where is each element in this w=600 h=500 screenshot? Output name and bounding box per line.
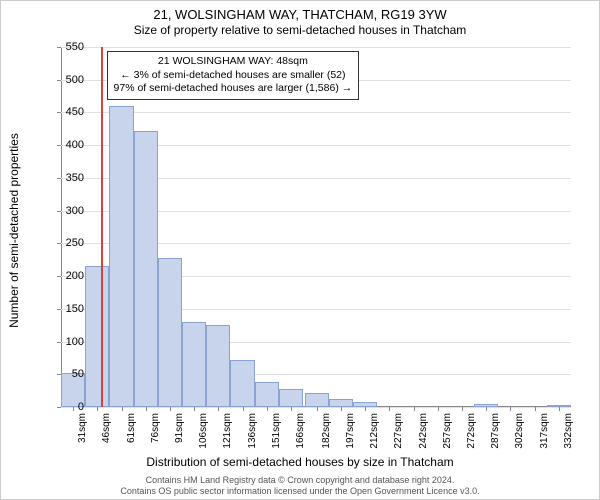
x-tick-label: 287sqm [490, 413, 501, 449]
x-tick-label: 121sqm [222, 413, 233, 449]
x-tick-label: 91sqm [174, 413, 185, 443]
x-tick [97, 407, 98, 411]
x-tick-label: 227sqm [393, 413, 404, 449]
x-tick-label: 46sqm [101, 413, 112, 443]
histogram-bar [230, 360, 254, 407]
info-box-line: 97% of semi-detached houses are larger (… [114, 82, 353, 96]
y-axis-title: Number of semi-detached properties [7, 133, 21, 328]
y-axis-line [61, 47, 62, 407]
x-tick [462, 407, 463, 411]
gridline [61, 112, 571, 113]
histogram-bar [329, 399, 353, 407]
x-axis-title: Distribution of semi-detached houses by … [1, 455, 599, 469]
y-tick-label: 100 [44, 336, 84, 348]
histogram-bar [134, 131, 158, 407]
chart-subtitle: Size of property relative to semi-detach… [1, 23, 599, 37]
marker-line [101, 47, 103, 407]
info-box-line: 21 WOLSINGHAM WAY: 48sqm [114, 55, 353, 69]
x-tick [170, 407, 171, 411]
x-tick [317, 407, 318, 411]
x-tick [291, 407, 292, 411]
x-tick-label: 317sqm [539, 413, 550, 449]
x-tick [267, 407, 268, 411]
histogram-bar [158, 258, 182, 407]
x-tick [218, 407, 219, 411]
x-tick [559, 407, 560, 411]
x-tick [194, 407, 195, 411]
histogram-bar [255, 382, 279, 407]
x-tick-label: 332sqm [563, 413, 574, 449]
x-tick-label: 136sqm [247, 413, 258, 449]
info-box-line: ← 3% of semi-detached houses are smaller… [114, 69, 353, 83]
x-tick-label: 272sqm [466, 413, 477, 449]
y-tick-label: 400 [44, 139, 84, 151]
y-tick-label: 200 [44, 270, 84, 282]
x-tick-label: 197sqm [345, 413, 356, 449]
histogram-bar [305, 393, 329, 407]
x-tick [389, 407, 390, 411]
x-tick-label: 31sqm [77, 413, 88, 443]
x-tick [365, 407, 366, 411]
footer: Contains HM Land Registry data © Crown c… [1, 475, 599, 497]
chart-title: 21, WOLSINGHAM WAY, THATCHAM, RG19 3YW [1, 7, 599, 22]
x-tick-label: 242sqm [418, 413, 429, 449]
gridline [61, 47, 571, 48]
x-tick-label: 106sqm [198, 413, 209, 449]
x-tick-label: 257sqm [442, 413, 453, 449]
x-tick-label: 61sqm [126, 413, 137, 443]
x-tick [243, 407, 244, 411]
y-tick-label: 550 [44, 41, 84, 53]
x-tick-label: 76sqm [150, 413, 161, 443]
y-tick-label: 150 [44, 303, 84, 315]
histogram-bar [109, 106, 133, 407]
x-tick [341, 407, 342, 411]
histogram-bar [182, 322, 206, 407]
info-box: 21 WOLSINGHAM WAY: 48sqm← 3% of semi-det… [107, 51, 360, 100]
histogram-bar [279, 389, 303, 407]
x-tick-label: 302sqm [514, 413, 525, 449]
y-tick-label: 300 [44, 205, 84, 217]
x-tick [146, 407, 147, 411]
y-tick-label: 250 [44, 237, 84, 249]
plot-area [61, 47, 571, 407]
footer-line1: Contains HM Land Registry data © Crown c… [1, 475, 599, 486]
x-tick [535, 407, 536, 411]
x-tick-label: 182sqm [321, 413, 332, 449]
y-tick-label: 450 [44, 106, 84, 118]
x-tick [122, 407, 123, 411]
x-tick [414, 407, 415, 411]
x-tick-label: 151sqm [271, 413, 282, 449]
histogram-bar [85, 266, 109, 407]
y-tick-label: 50 [44, 368, 84, 380]
x-tick [438, 407, 439, 411]
x-tick [486, 407, 487, 411]
x-tick [510, 407, 511, 411]
y-tick-label: 350 [44, 172, 84, 184]
histogram-bar [206, 325, 230, 407]
y-tick-label: 0 [44, 401, 84, 413]
x-tick-label: 212sqm [369, 413, 380, 449]
footer-line2: Contains OS public sector information li… [1, 486, 599, 497]
chart-container: 21, WOLSINGHAM WAY, THATCHAM, RG19 3YW S… [0, 0, 600, 500]
x-tick-label: 166sqm [295, 413, 306, 449]
y-tick-label: 500 [44, 74, 84, 86]
